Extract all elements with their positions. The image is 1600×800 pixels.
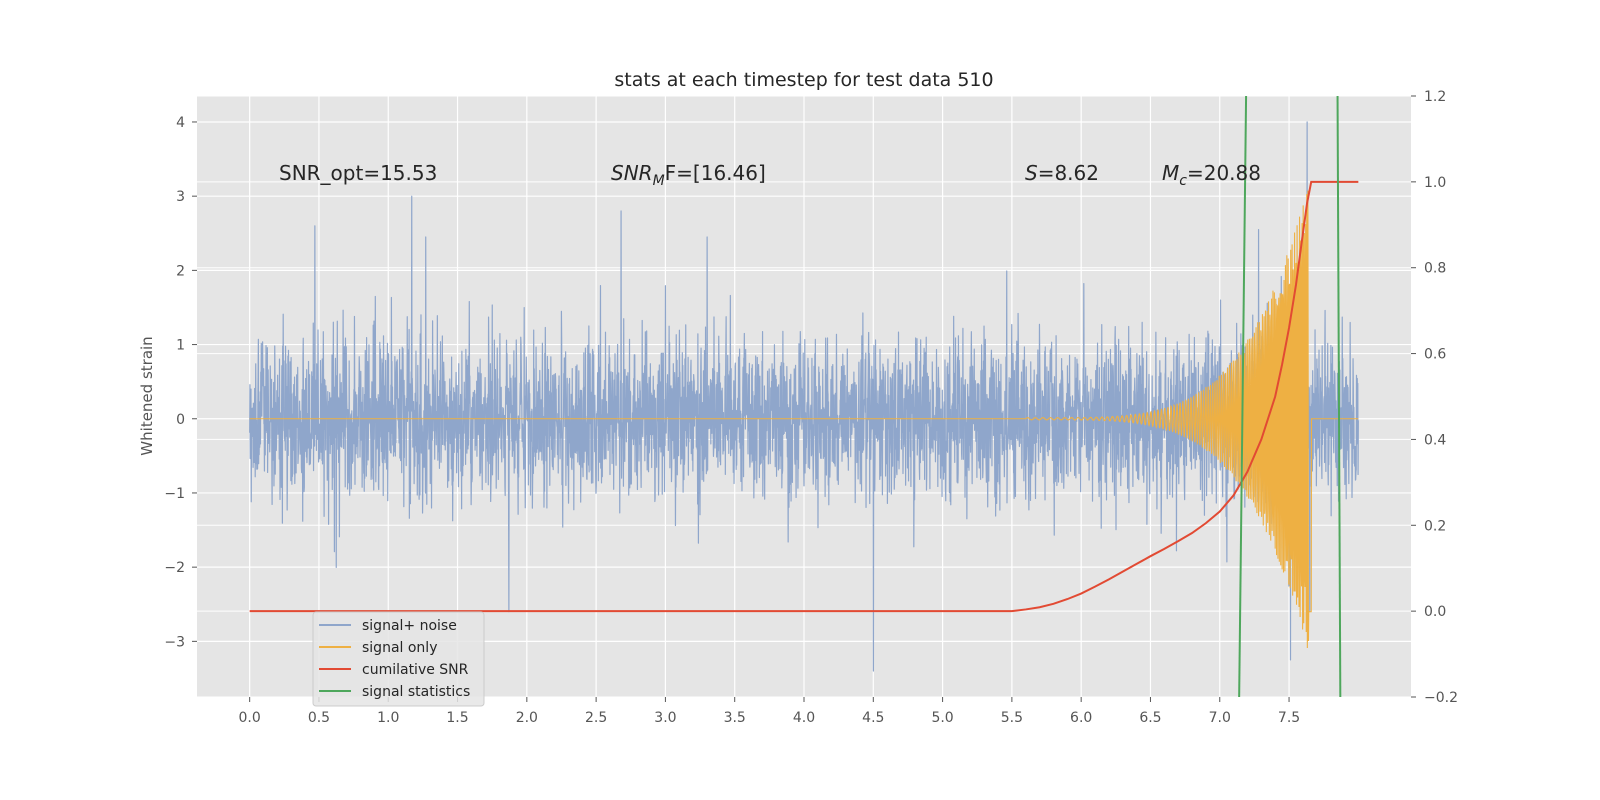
series-signal-only xyxy=(249,190,1359,649)
annotation-mc-symbol: M xyxy=(1162,161,1179,185)
y-tick-label: −3 xyxy=(164,634,185,650)
y-tick-label: 2 xyxy=(176,263,185,279)
y-tick-label: 3 xyxy=(176,189,185,205)
annotation-s-symbol: S xyxy=(1025,161,1038,185)
y2-tick-label: 0.4 xyxy=(1424,432,1446,448)
y2-tick-label: −0.2 xyxy=(1424,690,1458,706)
y2-tick-label: 0.2 xyxy=(1424,518,1446,534)
y2-tick-label: 0.0 xyxy=(1424,604,1446,620)
y2-tick-label: 1.2 xyxy=(1424,89,1446,105)
x-tick-label: 1.5 xyxy=(446,710,468,726)
legend-box xyxy=(312,611,485,707)
x-tick-label: 2.0 xyxy=(516,710,538,726)
x-tick-label: 3.0 xyxy=(654,710,676,726)
x-tick-label: 5.0 xyxy=(931,710,953,726)
y-tick-label: 0 xyxy=(176,412,185,428)
y-tick-label: 1 xyxy=(176,338,185,354)
annotation-snr-mf-subscript: M xyxy=(653,173,665,189)
axis-ticks: 0.0 0.5 1.0 1.5 2.0 2.5 3.0 3.5 4.0 4.5 5.0 5.5 6.0 6… xyxy=(164,89,1458,726)
annotation-snr-mf: SNRMF=[16.46] xyxy=(611,161,766,189)
annotation-snr-mf-symbol: SNR xyxy=(611,161,653,185)
y-tick-label: −2 xyxy=(164,560,185,576)
legend-label-cumulative-snr: cumilative SNR xyxy=(362,662,469,678)
snr-series-layer xyxy=(249,180,1359,613)
annotation-s: S=8.62 xyxy=(1025,161,1099,185)
legend-label-signal-noise: signal+ noise xyxy=(362,618,457,634)
annotation-snr-opt: SNR_opt=15.53 xyxy=(279,161,437,185)
chart-title: stats at each timestep for test data 510 xyxy=(614,69,993,91)
x-tick-label: 5.5 xyxy=(1001,710,1023,726)
annotation-s-value: =8.62 xyxy=(1038,161,1099,185)
x-tick-label: 4.5 xyxy=(862,710,884,726)
x-tick-label: 0.0 xyxy=(239,710,261,726)
series-signal-statistics xyxy=(1238,95,1248,698)
legend: signal+ noise signal only cumilative SNR… xyxy=(312,611,485,707)
x-tick-label: 0.5 xyxy=(308,710,330,726)
noise-series-layer xyxy=(249,121,1359,672)
x-tick-label: 4.0 xyxy=(793,710,815,726)
x-tick-label: 7.0 xyxy=(1209,710,1231,726)
y2-tick-label: 0.6 xyxy=(1424,347,1446,363)
signal-series-layer xyxy=(249,190,1359,649)
series-signal-noise xyxy=(249,121,1359,672)
x-tick-label: 6.0 xyxy=(1070,710,1092,726)
x-tick-label: 3.5 xyxy=(724,710,746,726)
y-tick-label: −1 xyxy=(164,486,185,502)
statistics-series-layer xyxy=(1238,95,1342,698)
series-signal-statistics xyxy=(1336,95,1342,698)
legend-label-signal-statistics: signal statistics xyxy=(362,684,470,700)
legend-label-signal-only: signal only xyxy=(362,640,437,656)
series-cumulative-snr xyxy=(249,180,1359,613)
annotation-snr-mf-value: F=[16.46] xyxy=(665,161,766,185)
x-tick-label: 2.5 xyxy=(585,710,607,726)
x-tick-label: 6.5 xyxy=(1139,710,1161,726)
y-tick-label: 4 xyxy=(176,115,185,131)
annotation-mc: Mc=20.88 xyxy=(1162,161,1261,189)
annotation-mc-subscript: c xyxy=(1179,173,1187,189)
y2-tick-label: 0.8 xyxy=(1424,261,1446,277)
x-tick-label: 7.5 xyxy=(1278,710,1300,726)
x-tick-label: 1.0 xyxy=(377,710,399,726)
y-axis-label: Whitened strain xyxy=(138,336,156,455)
annotation-mc-value: =20.88 xyxy=(1187,161,1261,185)
y2-tick-label: 1.0 xyxy=(1424,175,1446,191)
